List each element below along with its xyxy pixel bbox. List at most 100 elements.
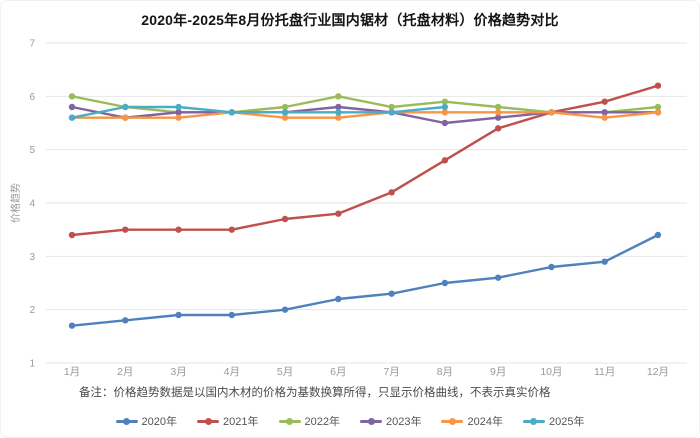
series-line-2020年 (70, 233, 660, 327)
series-point-2024年-2 (122, 114, 129, 121)
legend-label: 2024年 (467, 416, 503, 428)
series-point-2025年-1 (68, 114, 76, 121)
y-tick-label-1: 1 (29, 359, 35, 370)
chart-legend: 2020年 2021年 2022年 2023年 2024年 2025年 (1, 413, 699, 429)
series-point-2020年-6 (335, 295, 342, 303)
x-tick-label-11: 11月 (594, 366, 615, 378)
series-point-2020年-8 (441, 279, 449, 287)
series-point-2023年-6 (335, 103, 342, 111)
y-tick-label-5: 5 (29, 145, 35, 156)
x-tick-label-10: 10月 (540, 366, 562, 378)
x-tick-label-9: 9月 (490, 366, 506, 378)
y-axis-title: 价格趋势 (9, 183, 22, 223)
series-point-2024年-6 (335, 114, 342, 121)
series-point-2024年-3 (175, 114, 182, 121)
series-point-2025年-7 (388, 109, 395, 116)
series-point-2022年-7 (388, 103, 395, 111)
legend-line-dot-icon (441, 417, 464, 425)
series-point-2025年-3 (175, 103, 182, 111)
series-point-2023年-11 (601, 109, 608, 116)
series-point-2020年-10 (548, 263, 555, 271)
series-point-2022年-9 (494, 103, 502, 111)
series-point-2020年-12 (654, 231, 662, 239)
series-point-2023年-9 (494, 114, 502, 121)
legend-line-dot-icon (278, 417, 301, 425)
chart-title: 2020年-2025年8月份托盘行业国内锯材（托盘材料）价格趋势对比 (141, 12, 559, 28)
series-point-2020年-9 (494, 274, 502, 281)
series-point-2025年-6 (335, 109, 342, 116)
series-point-2023年-8 (441, 119, 449, 127)
series-line-2024年 (70, 111, 660, 119)
series-point-2025年-4 (228, 109, 236, 116)
series-line-2025年 (70, 105, 447, 119)
legend-line-dot-icon (522, 417, 545, 425)
legend-item-2022年[interactable]: 2022年 (278, 413, 340, 429)
series-point-2020年-3 (175, 311, 182, 319)
y-tick-label-4: 4 (29, 199, 35, 210)
x-tick-label-8: 8月 (437, 366, 453, 378)
y-tick-label-2: 2 (29, 305, 35, 316)
x-tick-label-7: 7月 (383, 366, 399, 378)
series-point-2020年-2 (122, 317, 129, 324)
series-point-2024年-5 (281, 114, 289, 121)
series-point-2022年-1 (68, 93, 76, 100)
series-point-2020年-5 (281, 306, 289, 313)
legend-label: 2022年 (304, 416, 340, 428)
series-point-2022年-12 (654, 103, 662, 111)
series-point-2021年-7 (388, 189, 395, 196)
legend-item-2020年[interactable]: 2020年 (115, 413, 178, 429)
series-point-2020年-7 (388, 290, 395, 297)
legend-label: 2025年 (548, 416, 585, 428)
legend-line-dot-icon (360, 417, 382, 425)
x-tick-label-6: 6月 (330, 366, 346, 378)
legend-line-dot-icon (197, 417, 220, 425)
x-tick-label-4: 4月 (224, 366, 240, 378)
series-point-2021年-1 (68, 231, 76, 239)
series-point-2025年-8 (441, 103, 449, 111)
legend-label: 2023年 (386, 416, 422, 428)
series-point-2021年-12 (654, 82, 662, 89)
series-point-2021年-6 (335, 210, 342, 217)
series-point-2024年-9 (494, 109, 502, 116)
series-point-2021年-8 (441, 157, 449, 164)
series-point-2020年-1 (68, 322, 76, 329)
series-point-2021年-2 (122, 226, 129, 233)
series-point-2022年-5 (281, 103, 289, 111)
series-line-2021年 (70, 84, 660, 237)
y-tick-label-6: 6 (29, 92, 35, 103)
y-tick-label-7: 7 (29, 39, 35, 50)
x-tick-label-1: 1月 (64, 366, 80, 378)
x-tick-label-12: 12月 (647, 366, 669, 378)
series-point-2020年-4 (228, 311, 236, 319)
legend-item-2021年[interactable]: 2021年 (197, 413, 259, 429)
series-point-2022年-8 (441, 98, 449, 105)
series-point-2025年-2 (122, 103, 129, 111)
chart-note: 备注：价格趋势数据是以国内木材的价格为基数换算所得，只显示价格曲线，不表示真实价… (79, 387, 551, 399)
series-point-2021年-5 (281, 215, 289, 223)
x-tick-label-3: 3月 (170, 366, 186, 378)
series-point-2024年-10 (548, 109, 555, 116)
series-point-2020年-11 (601, 258, 608, 265)
legend-label: 2020年 (141, 416, 178, 428)
series-point-2021年-3 (175, 226, 182, 233)
legend-item-2024年[interactable]: 2024年 (441, 413, 503, 429)
series-point-2024年-8 (441, 109, 449, 116)
y-tick-label-3: 3 (29, 252, 35, 263)
series-point-2022年-6 (335, 93, 342, 100)
series-point-2024年-11 (601, 114, 608, 121)
series-point-2021年-4 (228, 226, 236, 233)
series-point-2025年-5 (281, 109, 289, 116)
x-tick-label-5: 5月 (277, 366, 293, 378)
legend-label: 2021年 (223, 416, 259, 428)
series-point-2021年-11 (601, 98, 608, 105)
series-point-2021年-9 (494, 125, 502, 132)
legend-line-dot-icon (115, 417, 138, 425)
series-point-2024年-12 (654, 109, 662, 116)
legend-item-2025年[interactable]: 2025年 (522, 413, 585, 429)
x-tick-label-2: 2月 (117, 366, 133, 378)
series-point-2023年-3 (175, 109, 182, 116)
legend-item-2023年[interactable]: 2023年 (360, 413, 421, 429)
series-point-2023年-1 (68, 103, 76, 111)
